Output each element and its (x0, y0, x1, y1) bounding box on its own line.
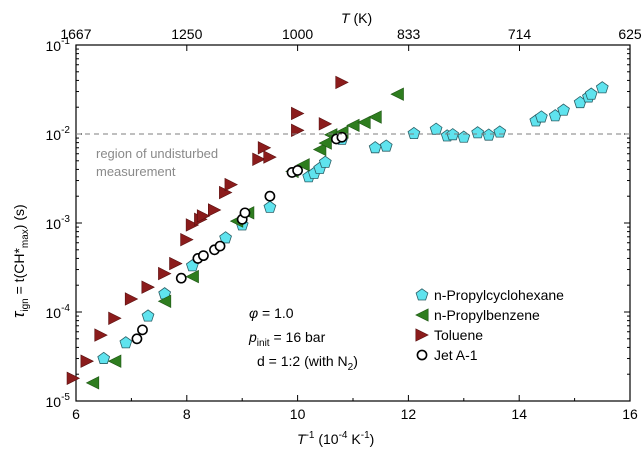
data-point-n-propylcyclohexane (584, 87, 598, 100)
data-point-n-propylbenzene (346, 118, 360, 133)
data-point-n-propylbenzene (157, 294, 172, 308)
data-point-n-propylbenzene (318, 136, 332, 150)
y-tick-label: 10-3 (46, 214, 71, 232)
data-point-jet-a-1 (264, 190, 276, 202)
data-point-toluene (252, 152, 266, 166)
data-point-toluene (94, 328, 108, 342)
data-point-jet-a-1 (239, 207, 251, 219)
legend: n-Propylcyclohexane n-Propylbenzene Toluen… (415, 287, 564, 363)
x-tick-label: 8 (183, 406, 191, 422)
y-axis-label: τign = t(CH*max) (s) (9, 204, 31, 318)
y-tick-label: 10-2 (46, 125, 71, 143)
data-point-n-propylbenzene (368, 110, 382, 124)
data-point-toluene (257, 141, 272, 155)
data-point-n-propylbenzene (390, 87, 404, 101)
data-point-n-propylcyclohexane (482, 128, 496, 141)
legend-marker-n-propylbenzene (415, 308, 429, 322)
data-point-toluene (208, 203, 222, 217)
data-point-n-propylcyclohexane (457, 130, 471, 143)
data-point-toluene (158, 266, 172, 281)
data-point-n-propylcyclohexane (493, 125, 507, 138)
data-point-jet-a-1 (131, 333, 143, 345)
legend-marker-jet-a-1 (416, 349, 428, 361)
condition-pressure: pinit = 16 bar (248, 329, 326, 349)
data-point-jet-a-1 (137, 324, 148, 336)
data-point-toluene (80, 354, 94, 368)
top-axis-label: T (K) (341, 10, 372, 26)
data-point-toluene (291, 123, 305, 138)
x-tick-label: 6 (72, 406, 80, 422)
data-point-n-propylcyclohexane (379, 139, 393, 152)
data-point-toluene (66, 371, 81, 385)
y-tick-label: 10-5 (46, 392, 71, 410)
data-point-n-propylcyclohexane (534, 110, 548, 123)
top-tick-label: 1250 (171, 26, 202, 42)
data-point-n-propylcyclohexane (141, 309, 155, 322)
data-point-jet-a-1 (175, 272, 187, 284)
plot-frame (75, 44, 631, 402)
data-point-toluene (185, 218, 200, 232)
data-point-n-propylcyclohexane (318, 155, 332, 168)
data-point-n-propylcyclohexane (219, 231, 232, 244)
top-tick-label: 625 (618, 26, 642, 42)
region-label-line1: region of undisturbed (96, 146, 218, 161)
x-tick-label: 10 (290, 406, 306, 422)
condition-phi: φ = 1.0 (249, 305, 294, 321)
legend-marker-n-propylcyclohexane (415, 288, 429, 301)
data-point-toluene (291, 106, 305, 121)
y-tick-label: 10-1 (46, 36, 71, 54)
x-tick-label: 14 (511, 406, 527, 422)
axis-ticks: 6 8 10 12 14 16 1667 1250 1000 833 714 625 10-5 10-4 1… (46, 26, 642, 422)
x-tick-label: 16 (622, 406, 638, 422)
legend-label-n-propylbenzene: n-Propylbenzene (434, 307, 540, 323)
legend-label-n-propylcyclohexane: n-Propylcyclohexane (434, 287, 564, 303)
data-point-n-propylcyclohexane (263, 200, 277, 213)
x-axis-label: T-1 (10-4 K-1) (297, 430, 374, 447)
top-tick-label: 833 (397, 26, 421, 42)
data-point-toluene (169, 256, 183, 271)
data-point-n-propylcyclohexane (429, 122, 443, 135)
data-point-n-propylcyclohexane (557, 103, 570, 116)
data-point-jet-a-1 (214, 240, 226, 252)
data-point-toluene (196, 209, 211, 223)
top-tick-label: 714 (508, 26, 532, 42)
data-point-toluene (124, 292, 139, 306)
data-point-toluene (108, 311, 122, 325)
condition-dilution: d = 1:2 (with N2) (257, 353, 358, 373)
data-point-n-propylcyclohexane (471, 126, 485, 139)
data-point-n-propylbenzene (312, 142, 327, 157)
data-point-jet-a-1 (336, 131, 348, 143)
data-point-toluene (224, 177, 238, 192)
legend-marker-toluene (415, 328, 429, 342)
data-point-n-propylbenzene (107, 354, 122, 368)
data-point-n-propylcyclohexane (407, 126, 421, 140)
data-point-toluene (318, 117, 333, 131)
region-label-line2: measurement (96, 164, 176, 179)
chart-marks (66, 75, 609, 390)
data-point-toluene (141, 280, 155, 294)
data-point-toluene (335, 75, 349, 90)
data-point-n-propylcyclohexane (446, 128, 460, 141)
data-point-jet-a-1 (198, 250, 209, 262)
data-point-n-propylbenzene (85, 376, 100, 390)
data-point-toluene (263, 150, 277, 164)
top-tick-label: 1000 (282, 26, 313, 42)
data-point-n-propylbenzene (357, 115, 371, 130)
y-tick-label: 10-4 (46, 303, 71, 321)
data-point-n-propylcyclohexane (368, 141, 382, 154)
x-tick-label: 12 (401, 406, 417, 422)
data-point-n-propylcyclohexane (119, 336, 133, 349)
data-point-n-propylcyclohexane (595, 81, 609, 94)
legend-label-toluene: Toluene (434, 327, 483, 343)
data-point-n-propylcyclohexane (97, 351, 111, 364)
legend-label-jet-a-1: Jet A-1 (434, 347, 478, 363)
data-point-jet-a-1 (292, 164, 303, 176)
top-tick-label: 1667 (60, 26, 91, 42)
data-point-n-propylbenzene (185, 269, 199, 284)
data-point-toluene (180, 232, 194, 247)
data-point-n-propylbenzene (296, 158, 310, 172)
